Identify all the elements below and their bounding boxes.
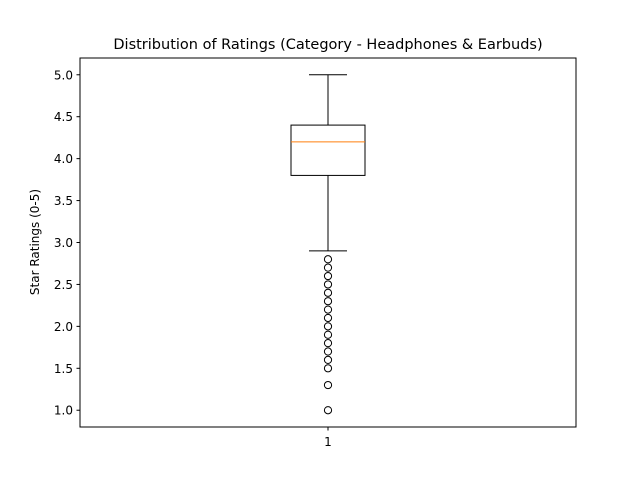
y-tick-label: 4.0: [54, 152, 73, 166]
plot-marks: [290, 74, 366, 415]
y-tick-label: 1.0: [54, 404, 73, 418]
outlier-point: [323, 364, 333, 373]
y-tick-label: 3.5: [54, 194, 73, 208]
outlier-point: [323, 330, 333, 339]
outlier-point: [323, 255, 333, 264]
box-iqr: [290, 124, 366, 176]
outlier-point: [323, 355, 333, 365]
outlier-point: [323, 322, 333, 331]
y-tick-label: 5.0: [54, 68, 73, 82]
y-tick-label: 3.0: [54, 236, 73, 250]
y-tick-label: 2.5: [54, 278, 73, 292]
y-tick-label: 4.5: [54, 110, 73, 124]
chart-title: Distribution of Ratings (Category - Head…: [113, 37, 542, 53]
x-tick-label: 1: [324, 435, 332, 449]
y-axis-label: Star Ratings (0-5): [28, 189, 42, 295]
outlier-point: [323, 339, 333, 348]
outlier-point: [323, 406, 333, 415]
outlier-point: [323, 280, 333, 289]
outlier-point: [323, 263, 333, 272]
outlier-point: [323, 380, 333, 390]
outlier-point: [323, 271, 333, 281]
outlier-point: [323, 297, 333, 306]
y-axis: 1.0 1.5 2.0 2.5 3.0 3.5 4.0 4.5 5.0: [54, 68, 80, 418]
y-tick-label: 2.0: [54, 320, 73, 334]
y-tick-label: 1.5: [54, 362, 73, 376]
outlier-point: [323, 305, 333, 314]
outlier-point: [323, 288, 333, 297]
outlier-point: [323, 313, 333, 323]
outlier-point: [323, 347, 333, 356]
x-axis: 1: [324, 427, 332, 449]
